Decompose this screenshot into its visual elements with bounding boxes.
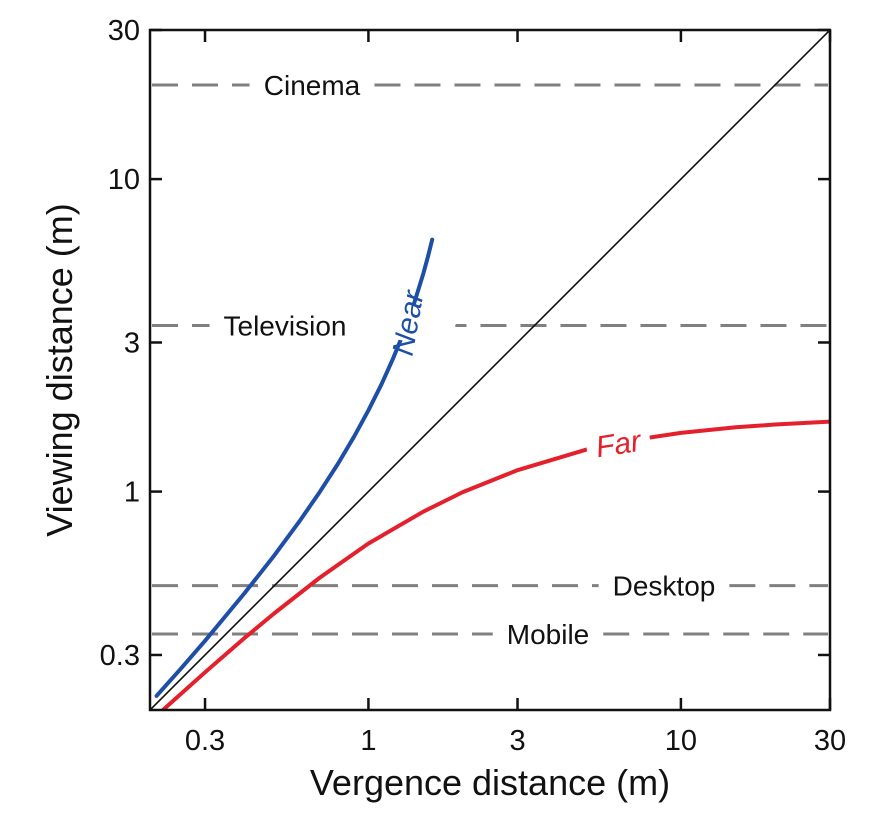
y-tick-label: 1	[124, 477, 140, 509]
far-label-bg	[583, 419, 653, 467]
y-tick-label: 10	[108, 164, 140, 196]
series-near-line	[154, 237, 435, 698]
reference-lines: Cinema Television Desktop Mobile	[152, 70, 828, 650]
x-tick-label: 30	[814, 725, 846, 757]
curves	[150, 30, 830, 710]
y-tick-label: 3	[124, 327, 140, 359]
x-tick-label: 1	[360, 725, 376, 757]
y-tick-label: 0.3	[100, 640, 140, 672]
series-label-far: Far	[594, 425, 645, 465]
near-label-bg	[356, 296, 458, 350]
reference-label-television: Television	[224, 311, 347, 342]
y-tick-label: 30	[108, 15, 140, 47]
x-tick-label: 10	[665, 725, 697, 757]
plot-frame	[148, 28, 832, 712]
y-axis-label: Viewing distance (m)	[39, 203, 80, 536]
reference-label-cinema: Cinema	[264, 70, 361, 101]
x-tick-label: 0.3	[185, 725, 225, 757]
x-tick-label: 3	[509, 725, 525, 757]
reference-label-desktop: Desktop	[613, 571, 716, 602]
reference-label-mobile: Mobile	[507, 619, 589, 650]
series-identity-line	[150, 30, 830, 710]
x-axis-label: Vergence distance (m)	[310, 762, 670, 803]
series-far-line	[160, 419, 830, 710]
axis-ticks: 0.3 1 3 10 30 0.3 1 3 10 30	[100, 15, 846, 757]
